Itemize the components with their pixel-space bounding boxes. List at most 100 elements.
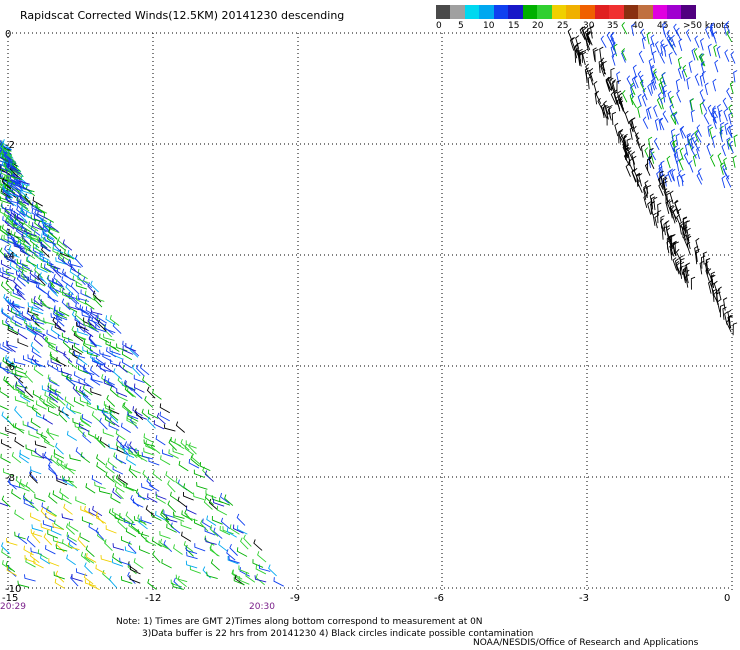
wind-barb: [101, 408, 111, 420]
wind-barb: [47, 275, 59, 285]
wind-barb: [698, 53, 705, 66]
wind-barb: [105, 471, 115, 483]
wind-barb: [586, 30, 591, 45]
wind-barb: [728, 104, 734, 118]
wind-barb: [0, 259, 12, 270]
wind-barb: [575, 35, 580, 49]
wind-barb: [690, 276, 696, 290]
wind-barb: [679, 147, 684, 161]
wind-barb: [45, 545, 56, 555]
wind-barb: [208, 498, 219, 511]
wind-barb: [75, 331, 87, 340]
wind-barb: [200, 519, 209, 532]
wind-barb: [125, 342, 137, 352]
wind-barb: [71, 574, 83, 582]
wind-barb: [55, 442, 64, 455]
wind-barb: [35, 282, 46, 294]
wind-barb: [120, 576, 133, 584]
wind-barb: [19, 239, 31, 248]
wind-barb: [233, 524, 244, 534]
wind-barb: [159, 531, 171, 539]
wind-barb: [594, 91, 599, 105]
legend-swatch: [609, 5, 624, 19]
wind-barb: [16, 275, 26, 287]
wind-barb: [654, 41, 660, 54]
wind-barb: [156, 412, 166, 425]
wind-barb: [679, 126, 684, 139]
wind-barb: [30, 307, 40, 320]
wind-barb: [28, 430, 40, 439]
wind-barb: [90, 280, 99, 293]
wind-barb: [125, 527, 137, 538]
wind-barb: [44, 391, 55, 402]
wind-barb: [145, 440, 156, 451]
legend-swatch: [681, 5, 696, 19]
wind-barb: [725, 20, 731, 34]
wind-barb: [115, 487, 124, 500]
wind-barb: [77, 275, 89, 284]
wind-barb: [42, 257, 54, 266]
wind-barb: [18, 219, 28, 231]
wind-barb: [84, 290, 95, 301]
wind-barb: [7, 565, 17, 577]
wind-barb: [116, 435, 125, 448]
wind-barb: [19, 449, 30, 460]
wind-barb: [16, 288, 26, 301]
wind-barb: [83, 317, 94, 327]
wind-barb: [86, 401, 98, 411]
wind-barb: [218, 540, 228, 552]
wind-barb: [68, 302, 80, 311]
wind-barb: [724, 122, 729, 135]
wind-barb: [605, 105, 610, 120]
wind-barb: [78, 422, 90, 432]
wind-barb: [726, 318, 732, 333]
wind-barb: [711, 135, 716, 148]
wind-barb: [47, 428, 59, 437]
wind-barb: [147, 493, 158, 503]
wind-barb: [245, 571, 256, 583]
wind-barb: [12, 315, 23, 326]
wind-barb: [627, 147, 634, 161]
wind-barb: [673, 151, 678, 165]
wind-barb: [28, 220, 39, 232]
wind-barb: [38, 237, 48, 249]
wind-barb: [1, 495, 11, 508]
wind-barb: [676, 89, 682, 103]
wind-barb: [103, 401, 115, 410]
wind-barb: [152, 388, 162, 400]
wind-barb: [79, 415, 90, 426]
wind-barb: [662, 22, 667, 35]
wind-barb: [140, 516, 152, 525]
wind-barb: [99, 364, 112, 373]
wind-barb: [43, 533, 53, 546]
wind-barb: [258, 564, 271, 572]
wind-barb: [84, 505, 94, 517]
wind-barb: [185, 546, 198, 554]
wind-barb: [20, 206, 30, 219]
wind-barb: [31, 208, 42, 219]
wind-barb: [25, 248, 36, 260]
wind-barb: [10, 208, 19, 221]
wind-barb: [138, 518, 148, 530]
wind-barb: [10, 230, 22, 239]
wind-barb: [30, 512, 41, 522]
legend-swatch: [464, 5, 480, 19]
legend-label: 30: [583, 21, 595, 31]
wind-barb: [102, 333, 115, 341]
wind-barb: [663, 188, 669, 202]
wind-barb: [118, 474, 129, 485]
wind-barb: [204, 470, 214, 482]
wind-barb: [175, 477, 185, 489]
wind-barb: [1, 143, 11, 156]
wind-barb: [143, 433, 154, 444]
wind-barb: [631, 76, 637, 89]
wind-barb: [682, 64, 688, 78]
wind-barb: [64, 396, 75, 408]
wind-barb: [53, 305, 64, 317]
wind-barb: [5, 268, 17, 279]
wind-barb: [676, 27, 682, 41]
wind-barb: [199, 462, 211, 472]
wind-barb: [173, 544, 183, 555]
wind-barb: [90, 387, 102, 396]
wind-barb: [108, 443, 120, 451]
